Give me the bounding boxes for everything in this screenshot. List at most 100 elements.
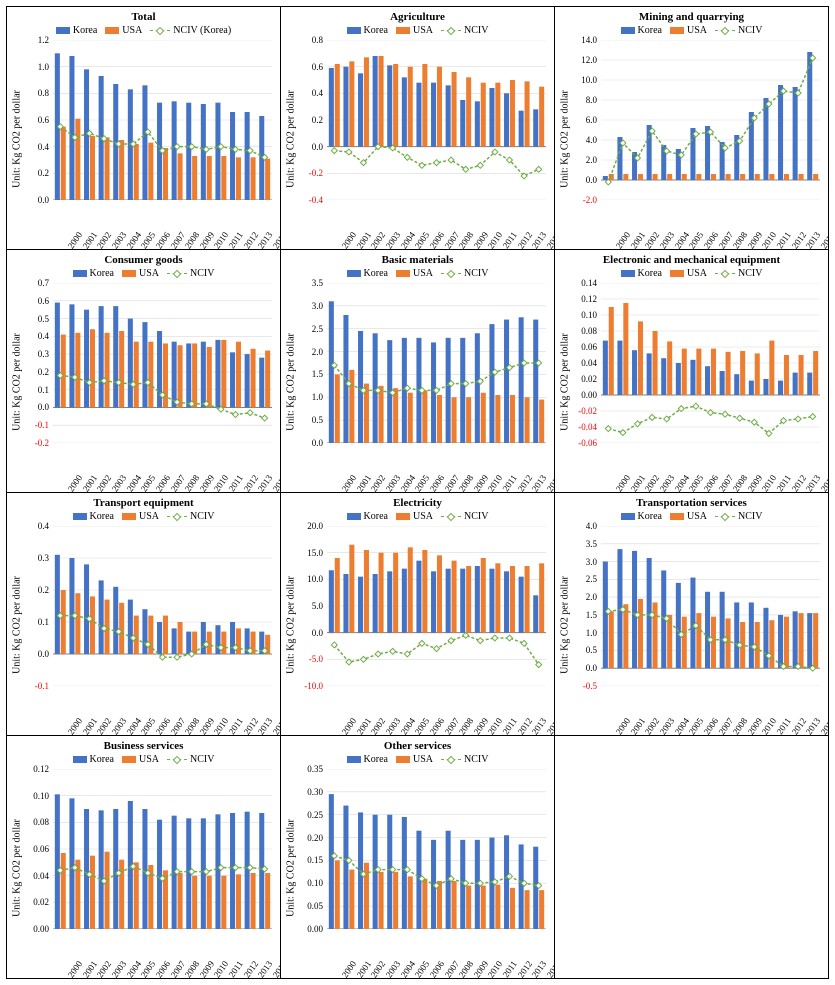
x-tick-label: 2005 xyxy=(687,473,706,493)
x-tick-label: 2004 xyxy=(124,230,143,250)
bar-korea xyxy=(201,104,206,200)
x-tick-label: 2013 xyxy=(256,959,275,979)
x-tick-label: 2014 xyxy=(818,473,829,493)
legend-label: USA xyxy=(413,268,433,279)
legend-label: USA xyxy=(413,754,433,765)
marker-nciv xyxy=(361,656,367,662)
bar-usa xyxy=(349,870,354,929)
legend-swatch-bar xyxy=(73,756,87,763)
legend-label: NCIV xyxy=(738,511,762,522)
plot-area xyxy=(601,526,820,686)
bar-usa xyxy=(408,547,413,632)
bar-usa xyxy=(119,860,124,929)
legend-korea: Korea xyxy=(347,268,388,279)
x-tick-label: 2000 xyxy=(66,230,85,250)
x-tick-label: 2009 xyxy=(745,230,764,250)
x-tick-label: 2014 xyxy=(818,230,829,250)
bar-usa xyxy=(221,340,226,408)
bar-usa xyxy=(539,890,544,929)
y-tick: 2.0 xyxy=(312,347,323,357)
bar-usa xyxy=(813,351,818,395)
bar-korea xyxy=(603,562,608,669)
marker-nciv xyxy=(620,430,626,436)
x-tick-label: 2006 xyxy=(702,230,721,250)
x-tick-label: 2006 xyxy=(154,716,173,736)
legend-swatch-line xyxy=(167,269,187,279)
legend-korea: Korea xyxy=(73,754,114,765)
bar-korea xyxy=(172,342,177,408)
marker-nciv xyxy=(477,638,483,644)
marker-nciv xyxy=(708,410,714,416)
x-tick-label: 2011 xyxy=(774,230,792,250)
bar-korea xyxy=(533,595,538,632)
y-tick: 1.2 xyxy=(38,35,49,45)
chart-cell: Consumer goodsKoreaUSANCIVUnit: Kg CO2 p… xyxy=(7,250,281,493)
chart-box: Unit: Kg CO2 per dollar0.000.020.040.060… xyxy=(9,767,278,969)
bar-korea xyxy=(84,809,89,929)
x-tick-label: 2011 xyxy=(774,716,792,736)
bar-usa xyxy=(755,353,760,395)
bar-usa xyxy=(192,343,197,407)
bar-usa xyxy=(495,83,500,147)
x-tick-label: 2013 xyxy=(804,716,823,736)
x-tick-label: 2004 xyxy=(124,473,143,493)
marker-nciv xyxy=(635,421,641,427)
chart-box: Unit: Kg CO2 per dollar0.00.51.01.52.02.… xyxy=(283,281,552,483)
y-tick: 1.5 xyxy=(586,610,597,620)
bar-usa xyxy=(452,561,457,633)
bar-korea xyxy=(358,331,363,443)
plot-area xyxy=(327,283,546,443)
bar-korea xyxy=(749,602,754,668)
x-tick-label: 2005 xyxy=(139,473,158,493)
legend-swatch-bar xyxy=(670,270,684,277)
marker-nciv xyxy=(795,416,801,422)
bar-korea xyxy=(763,98,768,180)
bar-korea xyxy=(676,583,681,668)
x-tick-label: 2013 xyxy=(530,959,549,979)
y-tick: 0.5 xyxy=(586,645,597,655)
chart-svg xyxy=(53,769,272,929)
marker-nciv xyxy=(536,166,542,172)
legend-swatch-bar xyxy=(122,513,136,520)
bar-korea xyxy=(99,306,104,407)
legend: KoreaUSANCIV xyxy=(283,268,552,279)
bar-usa xyxy=(408,876,413,929)
chart-cell: ElectricityKoreaUSANCIVUnit: Kg CO2 per … xyxy=(281,493,555,736)
legend-nciv: NCIV xyxy=(167,754,214,765)
x-tick-label: 2008 xyxy=(457,473,476,493)
y-tick: 0.4 xyxy=(38,142,49,152)
legend-label: Korea xyxy=(73,25,97,36)
y-ticks: 0.00.51.01.52.02.53.03.5 xyxy=(283,283,325,443)
x-tick-label: 2003 xyxy=(384,959,403,979)
y-ticks: 0.00.20.40.60.81.01.2 xyxy=(9,40,51,200)
legend: KoreaUSANCIV xyxy=(557,25,826,36)
legend-swatch-bar xyxy=(347,27,361,34)
x-tick-label: 2008 xyxy=(183,230,202,250)
bar-usa xyxy=(452,397,457,443)
x-labels: 2000200120022003200420052006200720082009… xyxy=(601,686,820,726)
x-tick-label: 2011 xyxy=(500,959,518,979)
legend-swatch-line xyxy=(715,512,735,522)
bar-usa xyxy=(265,873,270,929)
bar-usa xyxy=(236,157,241,200)
bar-korea xyxy=(358,577,363,633)
x-tick-label: 2002 xyxy=(95,959,114,979)
legend-korea: Korea xyxy=(73,511,114,522)
bar-korea xyxy=(69,558,74,654)
legend-korea: Korea xyxy=(347,511,388,522)
y-tick: 0.00 xyxy=(33,924,49,934)
bar-usa xyxy=(726,352,731,395)
chart-title: Mining and quarrying xyxy=(557,11,826,23)
x-tick-label: 2003 xyxy=(384,716,403,736)
chart-title: Consumer goods xyxy=(9,254,278,266)
y-tick: 0.06 xyxy=(581,342,597,352)
legend-swatch-line xyxy=(715,269,735,279)
x-tick-label: 2005 xyxy=(413,959,432,979)
x-tick-label: 2003 xyxy=(658,230,677,250)
legend-swatch-bar xyxy=(347,756,361,763)
x-tick-label: 2010 xyxy=(212,959,231,979)
bar-korea xyxy=(533,320,538,443)
bar-usa xyxy=(481,886,486,929)
bar-usa xyxy=(90,856,95,929)
y-tick: 3.5 xyxy=(312,278,323,288)
